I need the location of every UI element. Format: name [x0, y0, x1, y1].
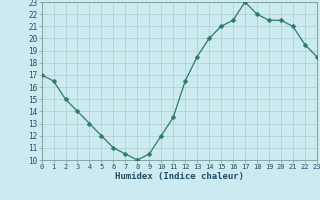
X-axis label: Humidex (Indice chaleur): Humidex (Indice chaleur): [115, 172, 244, 181]
